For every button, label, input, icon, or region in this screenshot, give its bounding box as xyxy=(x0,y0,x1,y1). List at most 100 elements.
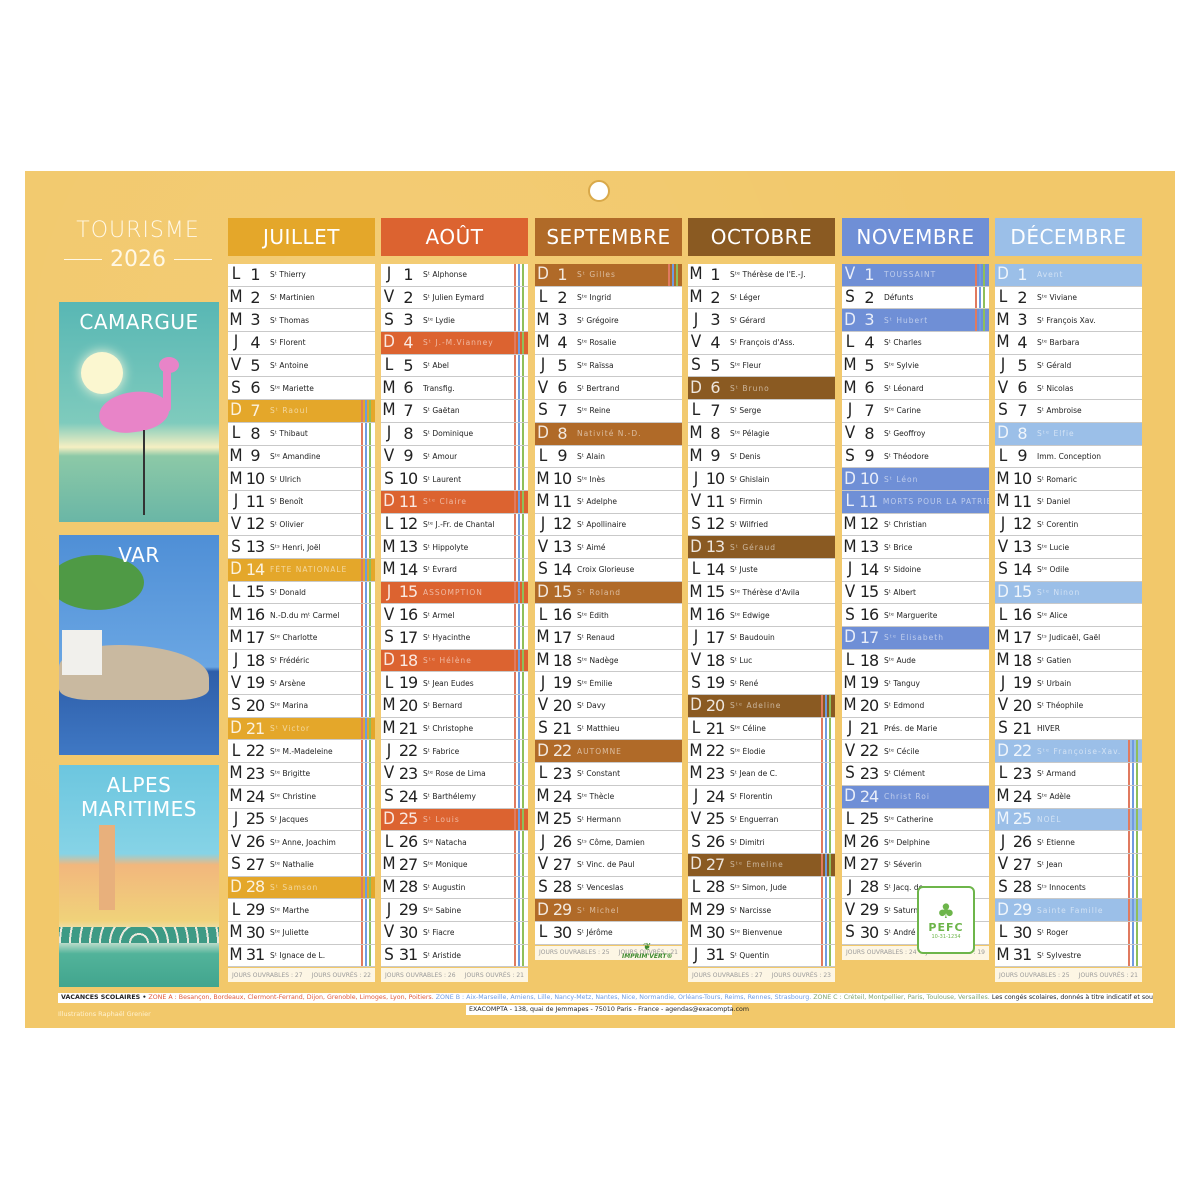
day-row: M 18 Sᵗ Gatien xyxy=(995,650,1142,673)
leaf-icon: ❦ xyxy=(643,942,652,953)
day-number: 15 xyxy=(859,582,879,602)
day-row-highlighted: D 13 Sᵗ Géraud xyxy=(688,536,835,559)
saint-name: Sᵗᵉ Catherine xyxy=(884,814,934,824)
day-number: 20 xyxy=(859,695,879,715)
day-row: M 28 Sᵗ Augustin xyxy=(381,876,528,900)
day-number: 30 xyxy=(1012,922,1032,942)
weekday-letter: M xyxy=(689,899,703,920)
weekday-letter: M xyxy=(689,922,703,943)
weekday-letter: J xyxy=(386,740,392,761)
saint-name: Sᵗᵉ Pélagie xyxy=(730,429,770,439)
saint-name: Sᵗᵉ Thérèse d'Avila xyxy=(730,587,800,597)
weekday-letter: V xyxy=(537,377,549,398)
day-row: L 7 Sᵗ Serge xyxy=(688,400,835,423)
saint-name: Sᵗ Thomas xyxy=(270,315,310,325)
weekday-letter: S xyxy=(231,377,241,398)
weekday-letter: V xyxy=(997,695,1009,716)
weekday-letter: M xyxy=(996,468,1010,489)
weekday-letter: S xyxy=(845,763,855,784)
weekday-letter: V xyxy=(230,672,242,693)
holiday-zone-stripes xyxy=(514,513,524,536)
weekday-letter: M xyxy=(843,672,857,693)
day-row-highlighted: D 1 Sᵗ Gilles xyxy=(535,264,682,287)
weekday-letter: M xyxy=(536,650,550,671)
day-row: M 5 Sᵗᵉ Sylvie xyxy=(842,355,989,378)
day-number: 2 xyxy=(557,287,567,307)
imprim-vert-label: IMPRIM'VERT® xyxy=(622,953,673,960)
day-row: L 26 Sᵗᵉ Natacha xyxy=(381,831,528,854)
weekday-letter: M xyxy=(843,854,857,875)
flamingo-leg xyxy=(143,430,145,515)
holiday-zone-stripes xyxy=(361,876,371,899)
day-number: 3 xyxy=(250,310,260,330)
weekday-letter: M xyxy=(843,695,857,716)
day-row: M 16 Sᵗᵉ Edwige xyxy=(688,604,835,627)
weekday-letter: J xyxy=(693,309,699,330)
day-row: S 2 Défunts xyxy=(842,286,989,310)
saint-name: Sᵗᵉ Viviane xyxy=(1037,293,1078,303)
weekday-letter: M xyxy=(536,468,550,489)
day-number: 19 xyxy=(552,673,572,693)
saint-name: Sᵗ J.-M.Vianney xyxy=(423,338,494,348)
saint-name: Sᵗᵉ Ninon xyxy=(1037,587,1081,597)
day-number: 24 xyxy=(398,786,418,806)
day-number: 13 xyxy=(1012,537,1032,557)
day-row: M 11 Sᵗ Adelphe xyxy=(535,491,682,514)
weekday-letter: J xyxy=(386,264,392,285)
holiday-zone-stripes xyxy=(514,558,524,581)
day-number: 21 xyxy=(398,718,418,738)
day-number: 22 xyxy=(398,741,418,761)
weekday-letter: M xyxy=(843,377,857,398)
weekday-letter: S xyxy=(384,627,394,648)
day-number: 9 xyxy=(403,446,413,466)
saint-name: Sᵗᵉ Marguerite xyxy=(884,610,938,620)
saint-name: Sᵗ Saturnin xyxy=(884,905,925,915)
day-number: 18 xyxy=(705,650,725,670)
day-row: L 19 Sᵗ Jean Eudes xyxy=(381,672,528,696)
saint-name: Sᵗ Sylvestre xyxy=(1037,950,1082,960)
holiday-zone-stripes xyxy=(361,422,371,445)
saint-name: Sᵗᵉ Marina xyxy=(270,701,309,711)
weekday-letter: L xyxy=(231,264,241,285)
weekday-letter: M xyxy=(689,740,703,761)
school-holidays-bar: VACANCES SCOLAIRES • ZONE A : Besançon, … xyxy=(58,993,1153,1003)
weekday-letter: S xyxy=(998,400,1008,421)
saint-name: Sᵗ Antoine xyxy=(270,361,309,371)
holiday-zone-stripes xyxy=(361,717,371,740)
holiday-zone-stripes xyxy=(361,558,371,581)
holiday-zone-stripes xyxy=(514,944,524,967)
weekday-letter: L xyxy=(538,287,548,308)
day-number: 21 xyxy=(705,718,725,738)
weekday-letter: M xyxy=(382,559,396,580)
saint-name: Sᵗ Louis xyxy=(423,814,460,824)
day-row: M 4 Sᵗᵉ Rosalie xyxy=(535,332,682,355)
day-row: M 31 Sᵗ Sylvestre xyxy=(995,944,1142,968)
day-number: 9 xyxy=(1017,446,1027,466)
weekday-letter: M xyxy=(382,536,396,557)
holiday-zone-stripes xyxy=(361,445,371,468)
saint-name: Sᵗᵉ Nathalie xyxy=(270,860,314,870)
day-row: L 9 Sᵗ Alain xyxy=(535,446,682,469)
holiday-zone-stripes xyxy=(514,672,524,695)
day-row: M 20 Sᵗ Edmond xyxy=(842,695,989,718)
holiday-zone-stripes xyxy=(514,581,524,604)
hanging-hole xyxy=(588,180,610,202)
saint-name: Sᵗᵉ Raïssa xyxy=(577,361,614,371)
saint-name: Sᵗ Grégoire xyxy=(577,315,619,325)
day-row: V 8 Sᵗ Geoffroy xyxy=(842,423,989,446)
day-row: M 11 Sᵗ Daniel xyxy=(995,491,1142,514)
weekday-letter: J xyxy=(847,400,853,421)
day-row: M 18 Sᵗᵉ Nadège xyxy=(535,650,682,673)
saint-name: HIVER xyxy=(1037,724,1060,734)
weekday-letter: S xyxy=(231,854,241,875)
day-row: J 29 Sᵗᵉ Sabine xyxy=(381,899,528,922)
day-row: M 10 Sᵗᵉ Inès xyxy=(535,468,682,491)
weekday-letter: S xyxy=(691,831,701,852)
day-number: 5 xyxy=(250,355,260,375)
weekday-letter: S xyxy=(384,309,394,330)
month-header: SEPTEMBRE xyxy=(535,218,682,256)
day-number: 21 xyxy=(1012,718,1032,738)
day-row: M 27 Sᵗᵉ Monique xyxy=(381,853,528,877)
day-row-highlighted: M 25 NOËL xyxy=(995,808,1142,832)
saint-name: Sᵗ Martinien xyxy=(270,293,315,303)
